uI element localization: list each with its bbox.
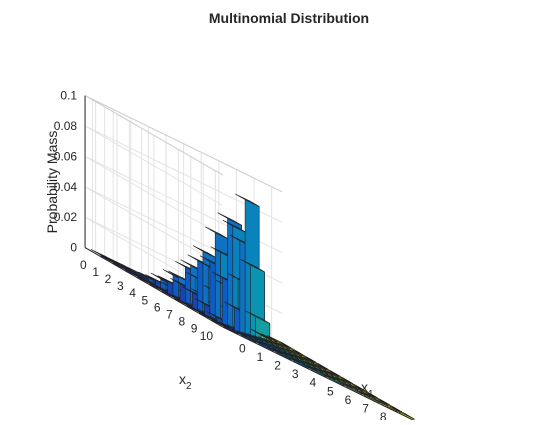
z-tick-label: 0.06 [54, 149, 78, 163]
x2-tick-label: 5 [142, 293, 149, 307]
bar-top-face [217, 212, 242, 226]
x2-tick-label: 1 [92, 265, 99, 279]
x2-axis-label-sub: 2 [186, 381, 192, 392]
chart-title: Multinomial Distribution [209, 10, 369, 26]
x1-tick-label: 4 [309, 376, 316, 390]
z-tick-label: 0.04 [54, 180, 78, 194]
x1-tick-label: 6 [345, 393, 352, 407]
x1-tick-label: 0 [239, 341, 246, 355]
bar-top-face [235, 193, 260, 207]
x2-tick-label: 4 [129, 286, 136, 300]
tick-layer: 01234567891001234567891000.020.040.060.0… [54, 89, 405, 425]
x1-tick-label: 1 [257, 350, 264, 364]
x2-axis-line [84, 247, 224, 328]
x1-tick-label: 2 [274, 359, 281, 373]
bar-layer [90, 193, 415, 421]
x2-axis-label: x2 [179, 371, 192, 392]
bar-top-face [245, 310, 270, 324]
bar-top-face [240, 259, 265, 273]
x2-axis-label-base: x [179, 371, 186, 387]
x1-tick-label: 5 [327, 384, 334, 398]
x2-tick-label: 7 [166, 308, 173, 322]
x1-tick-label: 3 [292, 367, 299, 381]
x1-axis-label-sub: 1 [368, 389, 374, 400]
x2-tick-label: 6 [154, 300, 161, 314]
z-axis-label: Probability Mass [44, 131, 60, 234]
x2-tick-label: 3 [117, 279, 124, 293]
x2-tick-label: 10 [200, 329, 214, 343]
bar-top-face [389, 406, 415, 420]
bar [389, 406, 415, 421]
x2-tick-label: 2 [105, 272, 112, 286]
x2-tick-label: 8 [178, 315, 185, 329]
x1-tick-label: 8 [380, 410, 387, 420]
x2-tick-label: 0 [80, 258, 87, 272]
z-tick-label: 0 [70, 241, 77, 255]
bar-top-face [90, 249, 116, 263]
x1-axis-label: x1 [361, 379, 374, 400]
x1-tick-label: 7 [362, 402, 369, 416]
x1-axis-label-base: x [361, 379, 368, 395]
z-tick-label: 0.02 [54, 210, 78, 224]
z-tick-label: 0.08 [54, 119, 78, 133]
z-tick-label: 0.1 [60, 89, 77, 103]
x2-tick-label: 9 [191, 322, 198, 336]
